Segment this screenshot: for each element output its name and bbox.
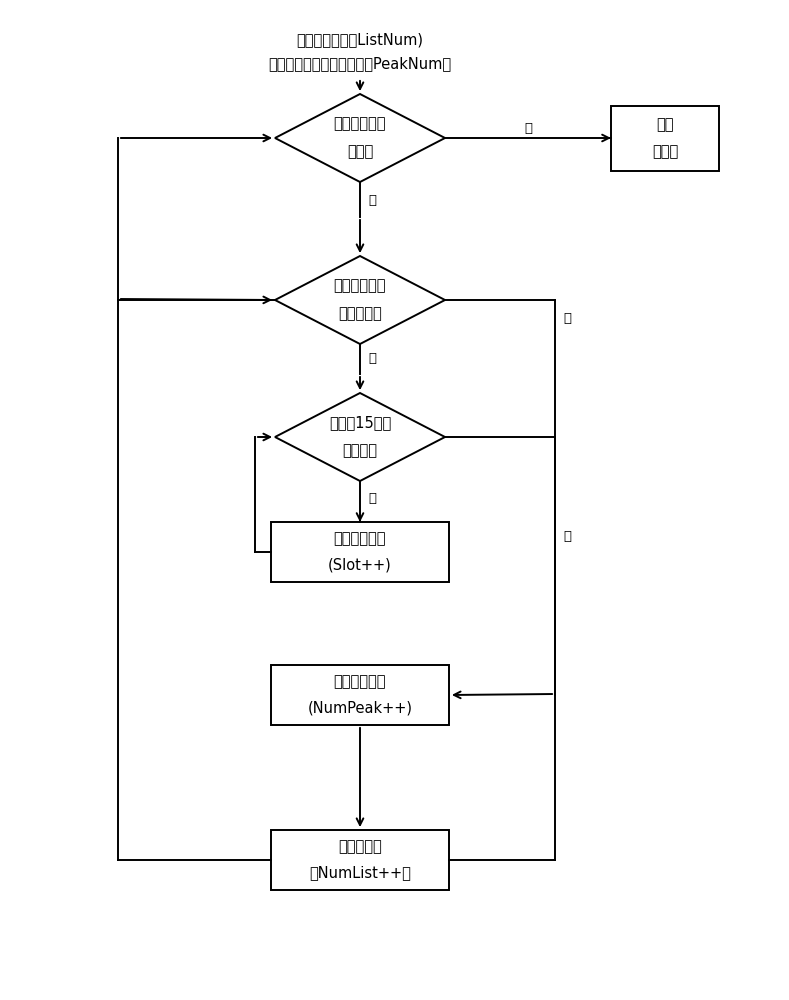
Text: 搜索完成？: 搜索完成？ — [338, 306, 382, 322]
Text: 否: 否 — [368, 492, 376, 506]
Text: 上报: 上报 — [656, 117, 674, 132]
Text: (NumPeak++): (NumPeak++) — [308, 700, 413, 716]
Bar — [271, 522, 449, 582]
Text: 下个帧中时隙: 下个帧中时隙 — [334, 532, 387, 546]
Bar — [271, 665, 449, 725]
Text: 是: 是 — [563, 530, 571, 542]
Text: 异频小区搜索: 异频小区搜索 — [334, 116, 387, 131]
Text: 第一阶段时隙: 第一阶段时隙 — [334, 278, 387, 294]
Text: 是: 是 — [563, 312, 571, 324]
Text: 完成在15个时: 完成在15个时 — [329, 416, 391, 430]
Text: 是: 是 — [524, 121, 532, 134]
Text: 下个主扰码: 下个主扰码 — [338, 840, 382, 854]
Text: 异频小区个数（ListNum): 异频小区个数（ListNum) — [297, 32, 424, 47]
Text: 完成？: 完成？ — [347, 144, 373, 159]
Text: （NumList++）: （NumList++） — [309, 865, 411, 880]
Text: 否: 否 — [368, 194, 376, 207]
Text: 隙搜索？: 隙搜索？ — [342, 444, 377, 458]
Text: (Slot++): (Slot++) — [328, 558, 392, 572]
Text: 第一阶段获得的时隙个数（PeakNum）: 第一阶段获得的时隙个数（PeakNum） — [268, 56, 451, 72]
Bar — [271, 830, 449, 890]
Bar — [611, 105, 719, 170]
Text: 下个时隙位置: 下个时隙位置 — [334, 674, 387, 690]
Text: 否: 否 — [368, 353, 376, 365]
Text: 并结束: 并结束 — [652, 144, 678, 159]
